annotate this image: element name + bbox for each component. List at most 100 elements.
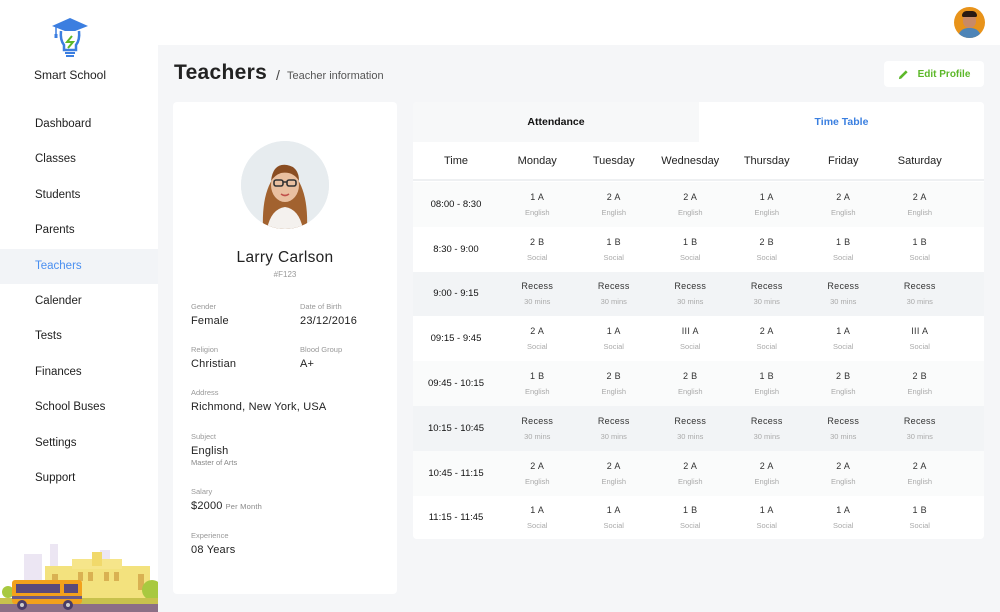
breadcrumb-separator: / [276,67,280,83]
time-slot: 09:45 - 10:15 [428,378,484,390]
schedule-cell[interactable]: 1 B Social [882,237,959,262]
schedule-cell[interactable]: 1 B English [729,371,806,396]
schedule-cell[interactable]: 1 B Social [805,237,882,262]
tab-time-table[interactable]: Time Table [699,102,984,142]
schedule-cell[interactable]: 2 A English [805,461,882,486]
schedule-cell[interactable]: 2 A Social [729,326,806,351]
sidebar-item-school-buses[interactable]: School Buses [35,401,106,414]
schedule-cell[interactable]: 2 A Social [499,326,576,351]
sidebar-item-calender[interactable]: Calender [35,294,82,307]
schedule-cell[interactable]: III A Social [882,326,959,351]
edit-profile-button[interactable]: Edit Profile [884,61,984,87]
schedule-cell[interactable]: 1 B Social [652,505,729,530]
salary-value-wrap: $2000 Per Month [191,500,262,512]
schedule-cell[interactable]: 2 A English [652,461,729,486]
schedule-cell[interactable]: 1 B English [499,371,576,396]
schedule-cell[interactable]: Recess 30 mins [499,281,576,306]
schedule-cell[interactable]: 1 A English [499,192,576,217]
schedule-cell[interactable]: 2 B English [576,371,653,396]
schedule-cell[interactable]: 1 A Social [805,326,882,351]
sidebar-item-finances[interactable]: Finances [35,365,82,378]
religion-value: Christian [191,358,237,370]
column-header-tuesday: Tuesday [592,155,635,167]
time-slot: 11:15 - 11:45 [428,512,484,524]
app-logo[interactable]: Smart School [0,16,140,82]
schedule-cell[interactable]: 2 A English [652,192,729,217]
subject-name: English [907,387,933,397]
schedule-cell[interactable]: Recess 30 mins [882,416,959,441]
schedule-cell[interactable]: 1 A English [729,192,806,217]
sidebar-item-students[interactable]: Students [35,188,81,201]
schedule-cell[interactable]: 1 A Social [729,505,806,530]
schedule-cell[interactable]: 2 B English [805,371,882,396]
schedule-cell[interactable]: Recess 30 mins [805,416,882,441]
sidebar-item-classes[interactable]: Classes [35,153,76,166]
schedule-cell[interactable]: 1 B Social [576,237,653,262]
subject-name: Social [909,342,930,352]
schedule-cell[interactable]: Recess 30 mins [805,281,882,306]
class-name: 2 A [836,460,851,471]
schedule-cell[interactable]: 2 A English [576,461,653,486]
schedule-cell[interactable]: Recess 30 mins [882,281,959,306]
class-name: Recess [750,281,783,292]
address-field: Address Richmond, New York, USA [191,388,326,413]
time-slot: 9:00 - 9:15 [433,288,479,300]
subject-name: English [677,207,703,217]
class-name: 1 A [606,505,621,516]
sidebar-item-support[interactable]: Support [35,471,76,484]
column-header-monday: Monday [517,155,557,167]
schedule-cell[interactable]: 1 B Social [652,237,729,262]
religion-field: Religion Christian [191,345,236,370]
sidebar: Smart School Dashboard Classes Students Par… [0,0,158,612]
schedule-cell[interactable]: 2 B English [652,371,729,396]
sidebar-item-teachers[interactable]: Teachers [0,248,158,284]
schedule-cell[interactable]: 2 B English [882,371,959,396]
class-name: 2 A [912,460,927,471]
schedule-cell[interactable]: 1 A Social [576,505,653,530]
subject-name: English [754,207,780,217]
class-name: 2 B [759,236,774,247]
app-name: Smart School [33,68,107,82]
schedule-cell[interactable]: 2 A English [805,192,882,217]
schedule-cell[interactable]: Recess 30 mins [576,281,653,306]
gender-field: Gender Female [191,302,229,327]
subject-name: Social [527,521,548,531]
subject-name: 30 mins [753,431,780,441]
schedule-cell[interactable]: 2 B Social [729,237,806,262]
sidebar-item-settings[interactable]: Settings [35,436,77,449]
subject-name: 30 mins [830,297,857,307]
subject-name: Social [833,342,854,352]
schedule-cell[interactable]: 2 B Social [499,237,576,262]
schedule-cell[interactable]: III A Social [652,326,729,351]
experience-label: Experience [191,531,229,540]
schedule-cell[interactable]: 1 B Social [882,505,959,530]
sidebar-item-tests[interactable]: Tests [35,330,62,343]
class-name: 1 A [759,505,774,516]
schedule-cell[interactable]: Recess 30 mins [729,281,806,306]
schedule-cell[interactable]: 2 A English [882,461,959,486]
dob-field: Date of Birth 23/12/2016 [300,302,357,327]
schedule-cell[interactable]: Recess 30 mins [652,416,729,441]
sidebar-item-parents[interactable]: Parents [35,224,75,237]
schedule-cell[interactable]: Recess 30 mins [652,281,729,306]
schedule-cell[interactable]: Recess 30 mins [499,416,576,441]
schedule-cell[interactable]: 2 A English [729,461,806,486]
subject-name: Social [603,342,624,352]
schedule-cell[interactable]: 1 A Social [499,505,576,530]
class-name: 2 B [530,236,545,247]
schedule-cell[interactable]: Recess 30 mins [576,416,653,441]
schedule-cell[interactable]: 1 A Social [805,505,882,530]
schedule-cell[interactable]: 2 A English [882,192,959,217]
sidebar-item-dashboard[interactable]: Dashboard [35,118,92,130]
teacher-id: #F123 [273,270,297,279]
class-name: Recess [674,281,707,292]
tab-attendance[interactable]: Attendance [413,102,699,142]
schedule-cell[interactable]: Recess 30 mins [729,416,806,441]
schedule-cell[interactable]: 2 A English [576,192,653,217]
class-name: III A [681,326,699,337]
subject-name: 30 mins [600,431,627,441]
schedule-cell[interactable]: 2 A English [499,461,576,486]
subject-name: Social [680,521,701,531]
user-avatar[interactable] [954,7,985,38]
schedule-cell[interactable]: 1 A Social [576,326,653,351]
